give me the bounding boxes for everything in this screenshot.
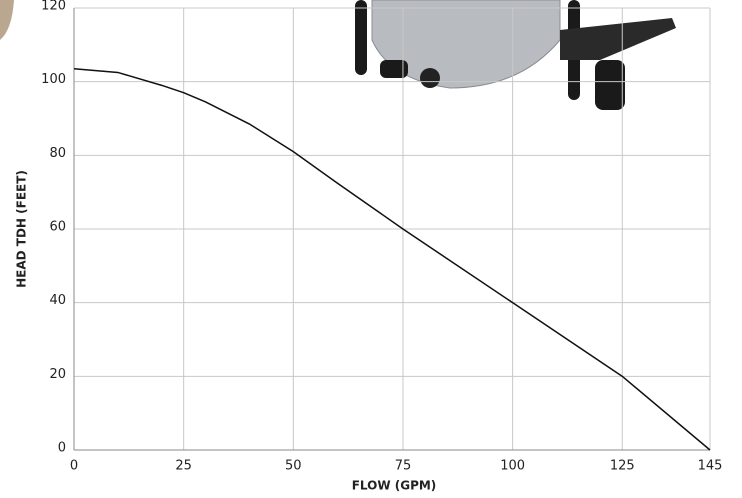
- pump-cap: [420, 68, 440, 88]
- pump-photo: [0, 0, 676, 110]
- frame-bar: [355, 0, 367, 75]
- x-tick-label: 0: [70, 459, 78, 474]
- y-tick-label: 100: [41, 72, 66, 87]
- pump-frame: [560, 18, 676, 60]
- photo-edge: [0, 0, 14, 40]
- x-axis-title: FLOW (GPM): [352, 479, 437, 493]
- x-tick-label: 25: [175, 459, 192, 474]
- x-tick-label: 125: [610, 459, 635, 474]
- x-tick-label: 145: [698, 459, 723, 474]
- y-tick-label: 40: [49, 293, 66, 308]
- y-tick-label: 120: [41, 0, 66, 14]
- y-tick-label: 80: [49, 146, 66, 161]
- x-tick-label: 50: [285, 459, 302, 474]
- x-tick-label: 100: [500, 459, 525, 474]
- y-tick-label: 60: [49, 220, 66, 235]
- data-line: [73, 68, 711, 451]
- pump-foot: [380, 60, 408, 78]
- y-axis-title: HEAD TDH (FEET): [15, 170, 29, 288]
- y-tick-label: 20: [49, 367, 66, 382]
- x-tick-label: 75: [395, 459, 412, 474]
- y-tick-label: 0: [58, 441, 66, 456]
- pump-foot: [595, 60, 625, 110]
